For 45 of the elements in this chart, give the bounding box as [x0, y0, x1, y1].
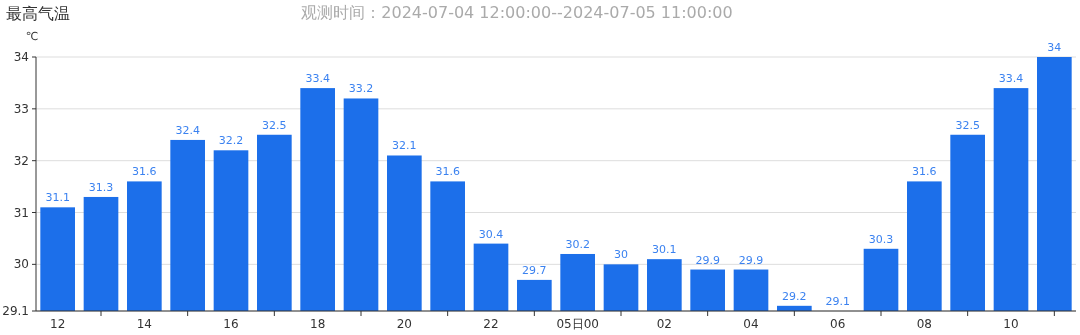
chart-subtitle: 观测时间：2024-07-04 12:00:00--2024-07-05 11:00:00 — [301, 3, 733, 22]
x-tick-label: 22 — [483, 317, 499, 331]
chart-title: 最高气温 — [6, 4, 70, 23]
data-label: 30 — [614, 248, 628, 262]
x-tick-label: 16 — [223, 317, 239, 331]
data-label: 33.2 — [348, 82, 374, 96]
y-tick-label: 34 — [13, 50, 29, 64]
x-tick-label: 02 — [656, 317, 672, 331]
data-label: 32.1 — [392, 139, 417, 153]
data-label: 32.5 — [955, 118, 980, 132]
x-tick-label: 04 — [743, 317, 759, 331]
y-tick-label: 30 — [13, 257, 29, 272]
data-label: 32.2 — [218, 134, 244, 148]
data-label: 29.2 — [782, 289, 807, 303]
x-tick-label: 20 — [396, 317, 412, 331]
y-tick-label: 31 — [13, 205, 29, 220]
data-label: 30.2 — [565, 237, 590, 251]
data-label: 33.4 — [305, 72, 330, 86]
y-axis-title: ℃ — [25, 30, 39, 43]
data-label: 29.1 — [825, 295, 850, 308]
x-tick-label: 10 — [1003, 317, 1019, 331]
x-tick-label: 06 — [830, 317, 846, 331]
y-tick-label: 32 — [13, 153, 29, 168]
x-tick-label: 08 — [916, 317, 932, 331]
data-label: 31.6 — [435, 165, 460, 179]
data-label: 32.4 — [175, 123, 200, 137]
data-label: 31.1 — [45, 191, 70, 205]
data-label: 32.5 — [262, 118, 287, 132]
y-tick-label: 29.1 — [2, 304, 29, 318]
x-tick-label: 12 — [50, 317, 66, 331]
data-label: 29.7 — [522, 263, 547, 277]
data-label: 30.1 — [652, 243, 677, 257]
x-tick-label: 18 — [310, 317, 326, 331]
data-label: 29.9 — [738, 253, 764, 267]
data-label: 30.4 — [478, 227, 504, 241]
data-label: 29.9 — [695, 253, 720, 267]
y-tick-label: 33 — [13, 101, 29, 116]
x-tick-label: 14 — [136, 317, 152, 331]
x-tick-label: 05日00 — [556, 317, 599, 331]
data-label: 31.6 — [912, 165, 937, 179]
data-label: 30.3 — [868, 232, 894, 246]
data-label: 31.6 — [132, 165, 157, 179]
data-label: 33.4 — [998, 72, 1024, 86]
data-label: 31.3 — [88, 180, 114, 194]
data-label: 34 — [1047, 41, 1062, 54]
